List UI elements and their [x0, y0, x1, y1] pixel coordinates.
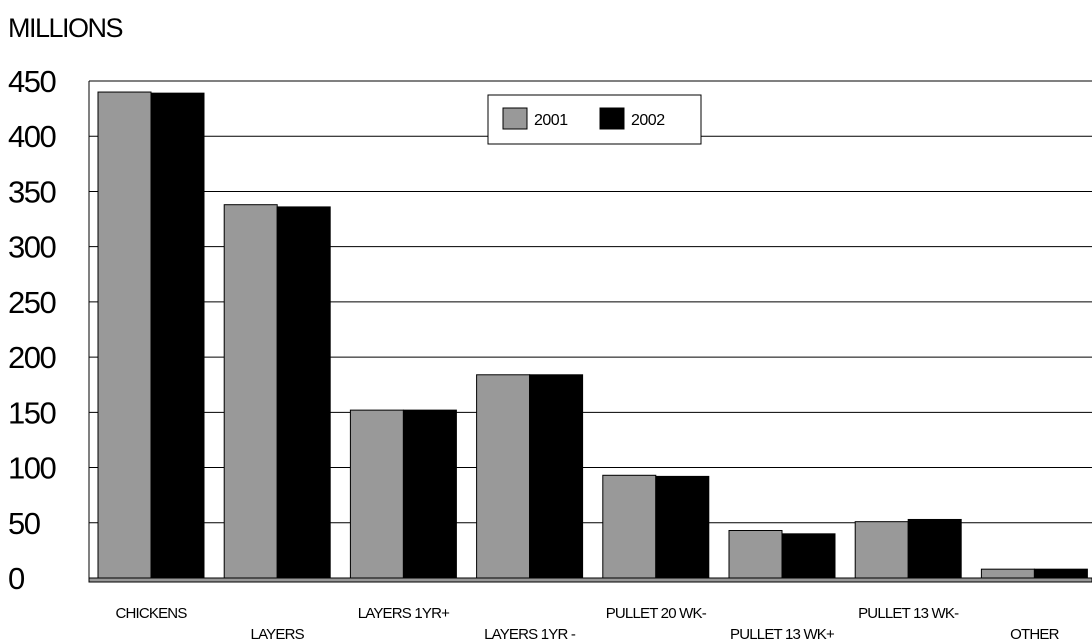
x-category-label: PULLET 13 WK+ [730, 626, 835, 643]
bar-2002 [781, 533, 836, 579]
bar-2001 [223, 204, 278, 579]
x-category-label: PULLET 20 WK- [606, 605, 707, 622]
bar-2002 [529, 374, 584, 579]
x-category-label: PULLET 13 WK- [858, 605, 959, 622]
x-category-label: CHICKENS [115, 605, 187, 622]
y-tick-label: 50 [8, 506, 41, 541]
bar-2002 [907, 518, 962, 579]
bars [97, 91, 1088, 579]
bar-2001 [476, 374, 531, 579]
chart-floor-plane [88, 577, 1092, 583]
y-tick-label: 250 [8, 285, 56, 320]
bar-2002 [276, 206, 331, 579]
x-category-label: LAYERS [251, 626, 305, 643]
legend-box [487, 94, 702, 145]
legend-label-2001: 2001 [534, 112, 568, 129]
y-tick-label: 450 [8, 64, 56, 99]
bar-2002 [150, 92, 205, 579]
bar-2001 [349, 409, 404, 579]
bar-2002 [1033, 568, 1088, 579]
legend: 2001 2002 [487, 94, 702, 145]
x-category-label: OTHER [1010, 626, 1059, 643]
y-tick-label: 150 [8, 395, 56, 430]
bar-2002 [402, 409, 457, 579]
bar-2002 [655, 475, 710, 579]
y-tick-labels: 0 50 100 150 200 250 300 350 400 450 [8, 64, 58, 596]
legend-label-2002: 2002 [631, 112, 665, 129]
y-tick-label: 200 [8, 340, 56, 375]
x-category-label: LAYERS 1YR+ [358, 605, 450, 622]
y-tick-label: 350 [8, 174, 56, 209]
bar-2001 [97, 91, 152, 579]
y-tick-label: 0 [8, 561, 25, 596]
bar-2001 [980, 568, 1035, 579]
bar-2001 [854, 521, 909, 579]
legend-swatch-2001 [502, 107, 528, 130]
y-tick-label: 400 [8, 119, 56, 154]
x-category-labels: CHICKENS LAYERS LAYERS 1YR+ LAYERS 1YR - PUL… [115, 605, 1060, 643]
chart-floor [88, 577, 1092, 583]
bar-2001 [602, 474, 657, 579]
y-tick-label: 300 [8, 230, 56, 265]
y-tick-label: 100 [8, 451, 56, 486]
bar-2001 [728, 530, 783, 579]
legend-swatch-2002 [599, 107, 625, 130]
x-category-label: LAYERS 1YR - [484, 626, 576, 643]
y-axis-label: MILLIONS [8, 13, 123, 43]
